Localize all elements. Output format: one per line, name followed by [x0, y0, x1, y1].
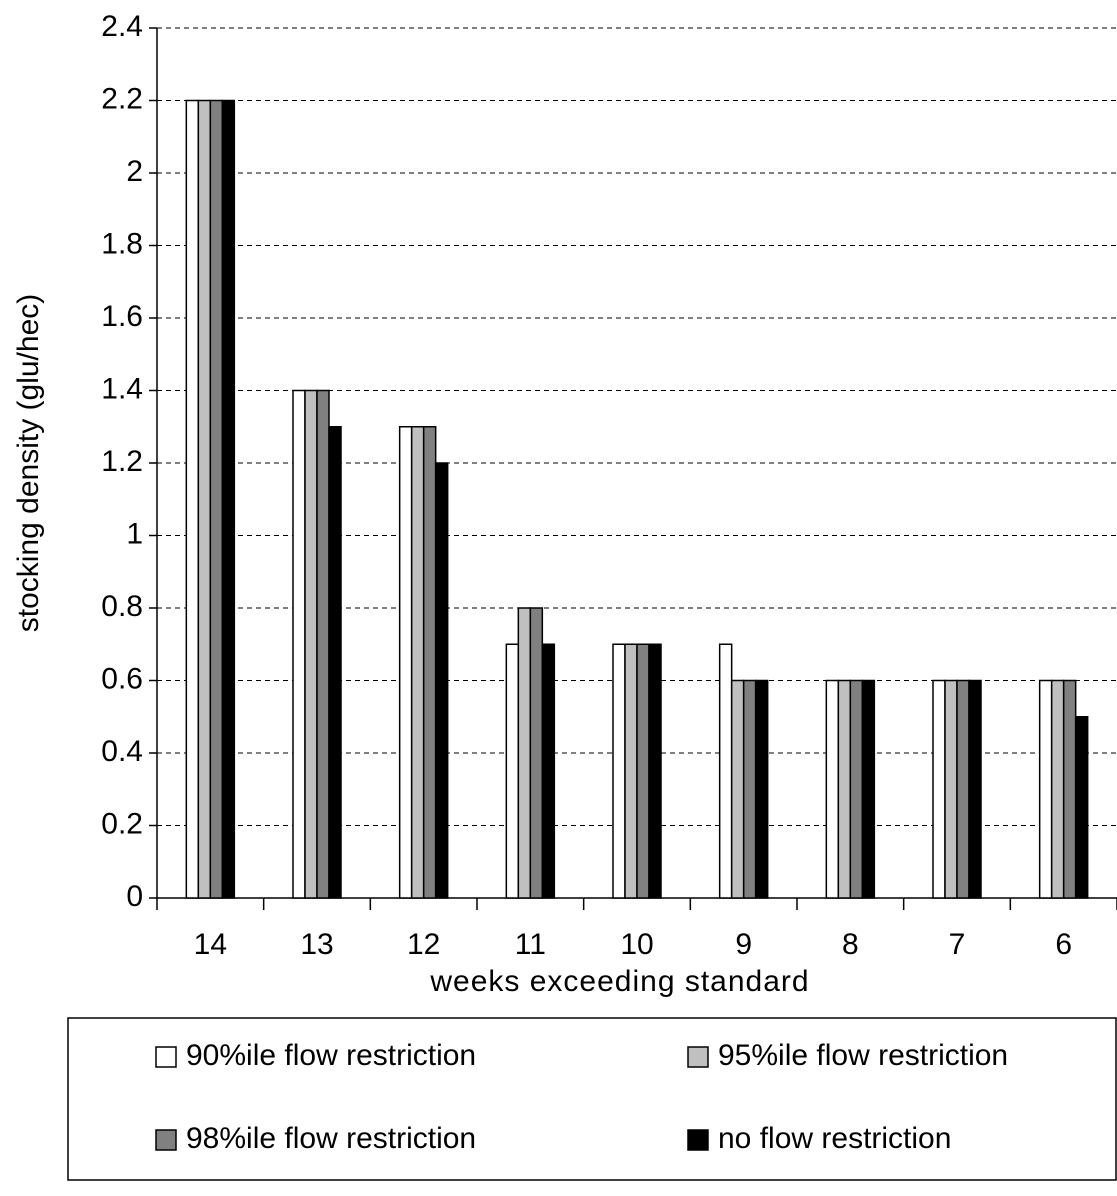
bar	[328, 426, 342, 899]
bar	[754, 679, 769, 899]
bar	[636, 643, 650, 899]
bar	[197, 99, 212, 899]
y-tick-label: 0.6	[101, 662, 143, 695]
bar	[541, 643, 556, 899]
legend-label: 90%ile flow restriction	[186, 1039, 476, 1072]
bar	[529, 607, 544, 899]
bar	[316, 389, 330, 899]
x-tick-label: 14	[194, 928, 227, 961]
bar	[209, 99, 224, 899]
bar	[730, 679, 745, 899]
bar	[742, 679, 757, 899]
legend-swatch	[155, 1129, 177, 1151]
y-tick-label: 2.2	[101, 82, 143, 115]
bar	[505, 643, 520, 899]
bar	[944, 679, 958, 899]
legend-label: no flow restriction	[718, 1122, 951, 1155]
bar	[825, 679, 840, 899]
x-tick-label: 9	[735, 928, 752, 961]
bar	[861, 679, 876, 899]
bar	[968, 679, 982, 899]
legend-label: 95%ile flow restriction	[718, 1039, 1008, 1072]
bar	[1074, 716, 1089, 899]
bar	[185, 99, 200, 899]
bar	[1062, 679, 1077, 899]
y-tick-label: 1.4	[101, 372, 143, 405]
bar	[1050, 679, 1065, 899]
bar	[221, 99, 236, 899]
x-tick-label: 11	[515, 928, 546, 961]
x-tick-label: 12	[407, 928, 440, 961]
bar	[517, 607, 532, 899]
y-tick-label: 0.4	[101, 735, 143, 768]
x-tick-label: 8	[842, 928, 859, 961]
y-tick-label: 1.2	[101, 445, 143, 478]
x-tick-label: 6	[1055, 928, 1072, 961]
x-tick-label: 13	[300, 928, 333, 961]
bar	[292, 389, 306, 899]
y-tick-label: 1.8	[101, 227, 143, 260]
bar	[434, 462, 449, 899]
bar	[612, 643, 626, 899]
bar	[398, 426, 413, 899]
y-tick-label: 0.8	[101, 590, 143, 623]
y-tick-label: 1	[126, 517, 143, 550]
bar	[624, 643, 638, 899]
y-tick-label: 1.6	[101, 300, 143, 333]
x-tick-label: 7	[949, 928, 966, 961]
bar	[849, 679, 864, 899]
y-tick-label: 0	[126, 880, 143, 913]
legend-box	[67, 1017, 1117, 1181]
bar	[410, 426, 425, 899]
x-axis-label: weeks exceeding standard	[429, 965, 809, 998]
bar	[932, 679, 946, 899]
bar	[422, 426, 437, 899]
legend-swatch	[687, 1046, 709, 1068]
legend-swatch	[155, 1046, 177, 1068]
legend-swatch	[687, 1129, 709, 1151]
bar	[648, 643, 662, 899]
bar	[304, 389, 318, 899]
bar	[1038, 679, 1053, 899]
bar	[718, 643, 733, 899]
y-axis-label: stocking density (glu/hec)	[12, 294, 45, 633]
bar	[956, 679, 970, 899]
bar	[837, 679, 852, 899]
y-tick-label: 2.4	[101, 10, 143, 43]
y-tick-label: 2	[126, 155, 143, 188]
x-tick-label: 10	[620, 928, 653, 961]
y-tick-label: 0.2	[101, 807, 143, 840]
legend-label: 98%ile flow restriction	[186, 1122, 476, 1155]
